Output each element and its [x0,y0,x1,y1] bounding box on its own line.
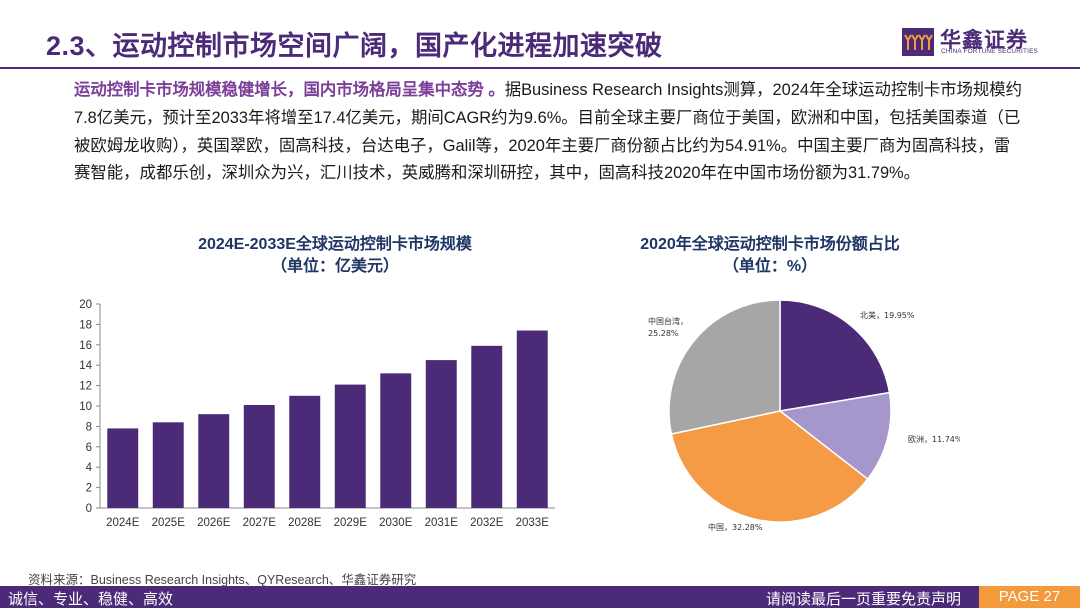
pie-chart-title-main: 2020年全球运动控制卡市场份额占比 [640,236,900,253]
x-tick-label: 2032E [470,517,504,529]
x-tick-label: 2029E [334,517,368,529]
logo-name-en: CHINA FORTUNE SECURITIES [941,48,1039,55]
y-tick-label: 4 [86,462,93,474]
x-tick-label: 2026E [197,517,231,529]
y-tick-label: 18 [79,319,92,331]
x-tick-label: 2027E [243,517,277,529]
pie-chart: 北美，19.95% 欧洲，11.74% 中国，32.28% 中国台湾， 25.28% [648,299,960,532]
body-text: 据Business Research Insights测算，2024年全球运动控… [74,81,1023,183]
pie-slice-2 [670,410,869,523]
source-note: 资料来源：Business Research Insights、QYResear… [28,573,417,587]
page-title: 2.3、运动控制市场空间广阔，国产化进程加速突破 [46,31,663,61]
bar-2031E [425,360,457,508]
company-logo: 华鑫证券 CHINA FORTUNE SECURITIES [902,24,1052,58]
bar-2030E [380,373,412,508]
pie-label-3: 中国台湾， 25.28% [648,316,688,338]
y-tick-label: 20 [79,299,92,311]
y-tick-label: 14 [79,360,92,372]
bar-2026E [198,414,230,508]
pie-chart-subtitle: （单位：%） [722,258,818,275]
bar-chart-title: 2024E-2033E全球运动控制卡市场规模 （单位：亿美元） [110,234,560,278]
x-tick-label: 2025E [152,517,186,529]
pie-slice-0 [779,299,891,412]
y-tick-label: 10 [79,401,92,413]
body-paragraph: 运动控制卡市场规模稳健增长，国内市场格局呈集中态势 。据Business Res… [74,77,1024,188]
pie-slice-1 [778,391,892,481]
x-tick-label: 2031E [425,517,459,529]
bar-2032E [471,345,503,508]
logo-mark-icon [902,28,934,56]
pie-label-2: 中国，32.28% [708,522,763,532]
y-tick-label: 16 [79,340,92,352]
disclaimer-link[interactable]: 请阅读最后一页重要免责声明 [766,591,962,608]
body-highlight: 运动控制卡市场规模稳健增长，国内市场格局呈集中态势 。 [74,81,505,99]
page-number: PAGE 27 [979,586,1080,608]
footer-slogan: 诚信、专业、稳健、高效 [8,591,174,608]
pie-slice-3 [668,299,781,435]
bar-chart: 0 2 4 6 8 10 12 14 16 18 20 2024E 2025E 2026E 2027E 202… [79,299,555,529]
y-tick-label: 0 [86,503,92,515]
pie-chart-title: 2020年全球运动控制卡市场份额占比 （单位：%） [560,234,980,278]
bar-2033E [516,330,548,508]
x-tick-label: 2033E [516,517,550,529]
pie-label-1: 欧洲，11.74% [908,434,960,444]
bar-chart-title-main: 2024E-2033E全球运动控制卡市场规模 [198,236,472,253]
title-divider [0,67,1080,69]
y-tick-label: 12 [79,381,92,393]
x-tick-label: 2028E [288,517,322,529]
bar-2028E [289,395,321,508]
y-tick-label: 2 [86,483,92,495]
bar-2029E [334,384,366,508]
y-tick-label: 8 [86,421,92,433]
bar-2024E [107,428,139,508]
pie-label-0: 北美，19.95% [860,310,915,320]
y-tick-label: 6 [86,442,92,454]
bar-2025E [152,422,184,508]
footer-bar: 诚信、专业、稳健、高效 请阅读最后一页重要免责声明 PAGE 27 [0,586,1080,608]
bar-chart-subtitle: （单位：亿美元） [270,258,399,275]
x-tick-label: 2024E [106,517,140,529]
x-tick-label: 2030E [379,517,413,529]
logo-name-cn: 华鑫证券 [940,29,1028,52]
bar-2027E [243,404,275,508]
